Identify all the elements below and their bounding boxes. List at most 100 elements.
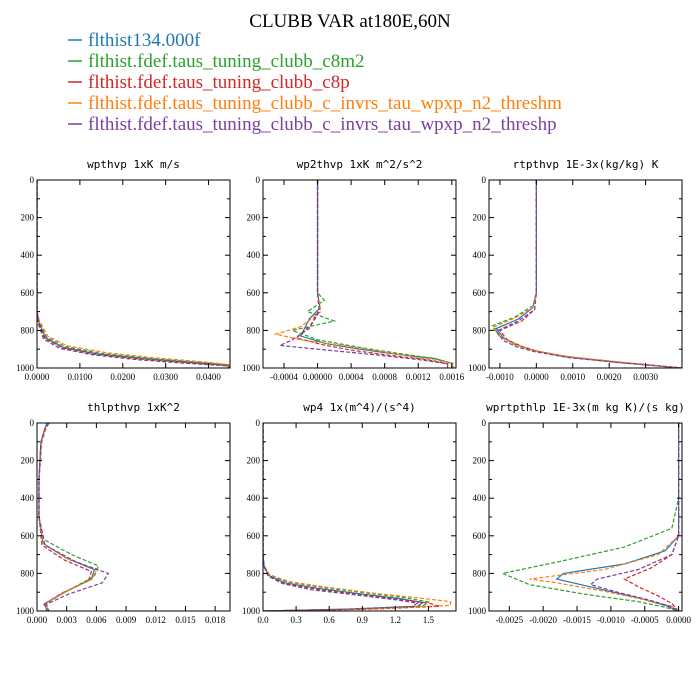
x-tick-label: 0.0300	[153, 372, 178, 382]
series-line	[495, 180, 682, 368]
series-line	[589, 423, 680, 611]
legend-entry: flthist.fdef.taus_tuning_clubb_c_invrs_t…	[88, 93, 562, 114]
y-tick-label: 1000	[468, 606, 487, 616]
y-tick-label: 1000	[468, 363, 487, 373]
x-tick-label: -0.0005	[631, 615, 659, 625]
series-line	[623, 423, 680, 611]
y-tick-label: 800	[473, 325, 487, 335]
x-tick-label: -0.0010	[486, 372, 514, 382]
x-tick-label: 0.9	[357, 615, 369, 625]
legend: flthist134.000fflthist.fdef.taus_tuning_…	[68, 30, 562, 135]
series-line	[37, 180, 230, 368]
y-tick-label: 600	[473, 531, 487, 541]
x-tick-label: 1.5	[423, 615, 435, 625]
x-tick-label: 0.003	[57, 615, 78, 625]
legend-entry: flthist.fdef.taus_tuning_clubb_c8p	[88, 72, 350, 93]
x-tick-label: 0.0	[257, 615, 269, 625]
y-tick-label: 200	[21, 213, 35, 223]
chart-panel: wprtpthlp 1E-3x(m kg K)/(s kg) 0 200 400 600…	[468, 401, 691, 625]
y-tick-label: 0	[256, 175, 261, 185]
x-tick-label: 0.0020	[597, 372, 622, 382]
y-tick-label: 400	[473, 493, 487, 503]
series-line	[38, 423, 110, 611]
series-line	[555, 423, 680, 611]
x-tick-label: 0.3	[290, 615, 302, 625]
series-line	[273, 180, 455, 368]
y-tick-label: 800	[21, 568, 35, 578]
x-tick-label: 0.0400	[196, 372, 221, 382]
panel-title: wpthvp 1xK m/s	[87, 158, 180, 171]
y-tick-label: 200	[247, 456, 261, 466]
series-line	[37, 180, 230, 368]
plot-frame	[488, 422, 683, 612]
legend-entry: flthist.fdef.taus_tuning_clubb_c_invrs_t…	[88, 114, 557, 135]
plot-frame	[488, 179, 683, 369]
y-tick-label: 0	[30, 418, 35, 428]
y-tick-label: 800	[21, 325, 35, 335]
y-tick-label: 800	[247, 325, 261, 335]
x-tick-label: -0.0010	[597, 615, 625, 625]
y-tick-label: 200	[473, 456, 487, 466]
y-tick-label: 1000	[242, 606, 261, 616]
series-line	[491, 180, 682, 368]
x-tick-label: 0.009	[116, 615, 137, 625]
series-line	[299, 180, 453, 368]
series-line	[263, 423, 425, 611]
chart-panel: wp2thvp 1xK m^2/s^2 0 200 400 600 800 1000 -0.0…	[242, 158, 465, 382]
series-line	[500, 423, 680, 611]
chart-panel: rtpthvp 1E-3x(kg/kg) K 0 200 400 600 800 1000-…	[468, 158, 683, 382]
y-tick-label: 400	[21, 250, 35, 260]
y-tick-label: 400	[21, 493, 35, 503]
figure-title: CLUBB VAR at180E,60N	[249, 11, 451, 32]
x-tick-label: 0.00000	[303, 372, 333, 382]
y-tick-label: 200	[247, 213, 261, 223]
series-line	[263, 423, 440, 611]
panel-title: wp2thvp 1xK m^2/s^2	[297, 158, 423, 171]
x-tick-label: 0.0010	[560, 372, 585, 382]
x-tick-label: 0.006	[86, 615, 107, 625]
x-tick-label: 0.018	[205, 615, 226, 625]
y-tick-label: 600	[21, 531, 35, 541]
x-tick-label: 0.0016	[439, 372, 464, 382]
panel-title: rtpthvp 1E-3x(kg/kg) K	[513, 158, 659, 171]
x-tick-label: -0.0004	[270, 372, 298, 382]
y-tick-label: 600	[473, 288, 487, 298]
series-line	[491, 180, 682, 368]
x-tick-label: 0.0000	[25, 372, 50, 382]
x-tick-label: 0.012	[146, 615, 166, 625]
x-tick-label: 0.0100	[68, 372, 93, 382]
panel-title: wp4 1x(m^4)/(s^4)	[303, 401, 416, 414]
y-tick-label: 0	[256, 418, 261, 428]
series-line	[38, 423, 98, 611]
x-tick-label: 0.0000	[666, 615, 691, 625]
x-tick-label: 0.0030	[633, 372, 658, 382]
y-tick-label: 400	[247, 493, 261, 503]
y-tick-label: 400	[473, 250, 487, 260]
y-tick-label: 600	[21, 288, 35, 298]
legend-entry: flthist.fdef.taus_tuning_clubb_c8m2	[88, 51, 365, 72]
y-tick-label: 600	[247, 288, 261, 298]
y-tick-label: 0	[482, 175, 487, 185]
x-tick-label: 1.2	[390, 615, 401, 625]
y-tick-label: 200	[21, 456, 35, 466]
y-tick-label: 0	[30, 175, 35, 185]
y-tick-label: 400	[247, 250, 261, 260]
series-line	[498, 180, 682, 368]
y-tick-label: 800	[247, 568, 261, 578]
series-line	[37, 180, 230, 368]
y-tick-label: 200	[473, 213, 487, 223]
series-line	[38, 423, 96, 611]
x-tick-label: -0.0015	[563, 615, 591, 625]
series-line	[295, 180, 449, 368]
y-tick-label: 1000	[242, 363, 261, 373]
x-tick-label: 0.0012	[406, 372, 431, 382]
x-tick-label: 0.6	[324, 615, 336, 625]
x-tick-label: 0.0000	[524, 372, 549, 382]
plot-frame	[36, 179, 231, 369]
series-line	[37, 180, 230, 368]
